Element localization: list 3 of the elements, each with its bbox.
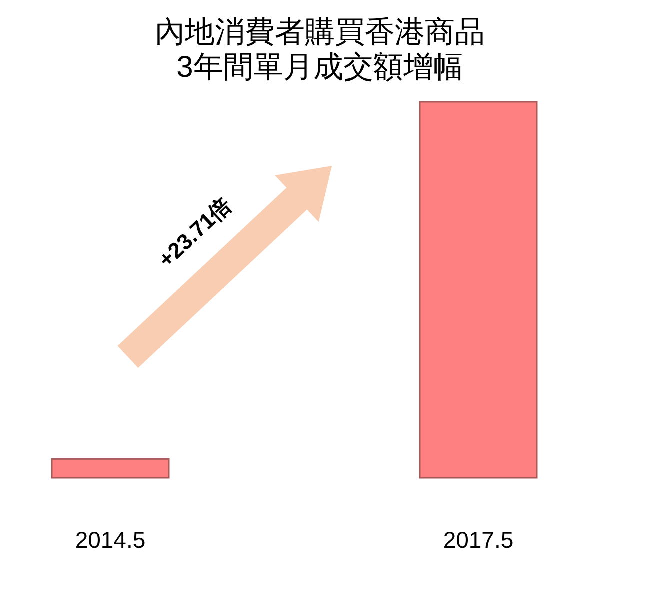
chart-title: 內地消費者購買香港商品 3年間單月成交額增幅 bbox=[155, 16, 485, 84]
x-tick-label: 2014.5 bbox=[75, 527, 146, 553]
x-tick-label: 2017.5 bbox=[443, 527, 514, 553]
